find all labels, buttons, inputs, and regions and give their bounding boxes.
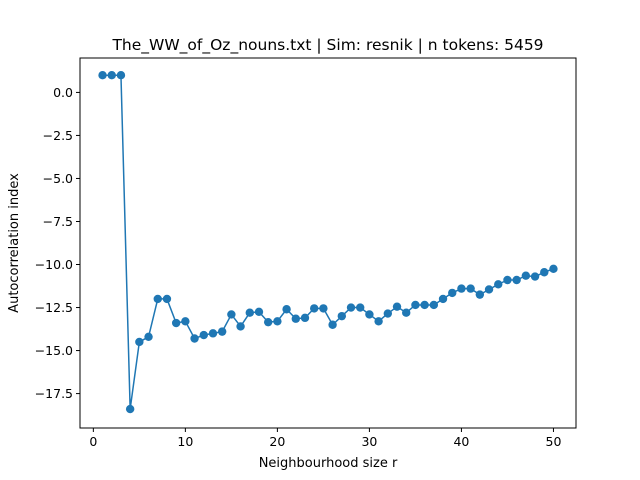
plot-area (98, 71, 558, 414)
data-point (116, 71, 126, 80)
data-point (245, 308, 254, 317)
data-point (217, 327, 227, 336)
data-point (503, 275, 512, 285)
data-point (98, 71, 107, 80)
data-point (512, 275, 521, 285)
data-point (273, 317, 282, 326)
y-tick-label: −7.5 (43, 214, 73, 229)
data-point (530, 272, 540, 281)
y-tick-label: −12.5 (35, 300, 73, 315)
data-point (208, 329, 218, 338)
data-point (475, 290, 485, 299)
data-point (402, 308, 411, 317)
data-point (549, 264, 558, 274)
data-point (346, 303, 356, 312)
data-point (392, 302, 402, 311)
data-point (457, 284, 466, 293)
data-point (190, 334, 199, 343)
data-point (319, 304, 328, 313)
data-point (236, 322, 245, 331)
y-axis-label: Autocorrelation index (7, 173, 22, 313)
x-tick-label: 20 (269, 434, 285, 449)
data-point (135, 337, 144, 347)
data-point (199, 330, 208, 340)
y-tick-label: −5.0 (43, 171, 73, 186)
data-point (448, 288, 457, 298)
y-tick-label: −10.0 (35, 257, 73, 272)
data-point (365, 310, 374, 319)
data-point (438, 294, 448, 304)
y-tick-label: 0.0 (53, 85, 73, 100)
data-point (263, 317, 273, 327)
data-point (291, 314, 300, 323)
data-point (181, 317, 190, 326)
data-point (356, 303, 365, 312)
data-point (153, 294, 162, 304)
axes-frame (79, 57, 577, 429)
data-point (227, 310, 236, 319)
x-tick-label: 0 (89, 434, 97, 449)
data-point (337, 311, 347, 321)
data-point (521, 271, 531, 280)
x-tick-label: 50 (546, 434, 562, 449)
data-point (383, 309, 393, 318)
data-point (282, 305, 291, 314)
data-point (144, 332, 153, 341)
y-axis-ticks: 0.0 −2.5 −5.0 −7.5 −10.0 −12.5 −15.0 −17.5 (35, 85, 80, 401)
data-point (411, 300, 420, 310)
data-point (484, 285, 494, 294)
x-axis-ticks: 0 10 20 30 40 50 (89, 428, 561, 449)
data-point (171, 318, 181, 328)
data-point (107, 71, 116, 80)
data-point (125, 404, 135, 414)
data-point (254, 307, 264, 317)
data-point (420, 300, 429, 310)
data-point (466, 284, 475, 293)
y-tick-label: −15.0 (35, 343, 73, 358)
x-axis-label: Neighbourhood size r (259, 456, 398, 471)
data-point (309, 304, 319, 313)
x-tick-label: 10 (177, 434, 193, 449)
x-tick-label: 40 (453, 434, 469, 449)
data-point (374, 317, 383, 326)
x-tick-label: 30 (361, 434, 377, 449)
y-tick-label: −17.5 (35, 386, 73, 401)
data-point (429, 300, 439, 310)
data-point (162, 294, 172, 304)
data-point (494, 280, 503, 289)
data-point (300, 313, 310, 323)
data-point (328, 320, 337, 329)
chart-title: The_WW_of_Oz_nouns.txt | Sim: resnik | n… (111, 36, 543, 55)
y-tick-label: −2.5 (43, 128, 73, 143)
data-point (540, 268, 549, 277)
